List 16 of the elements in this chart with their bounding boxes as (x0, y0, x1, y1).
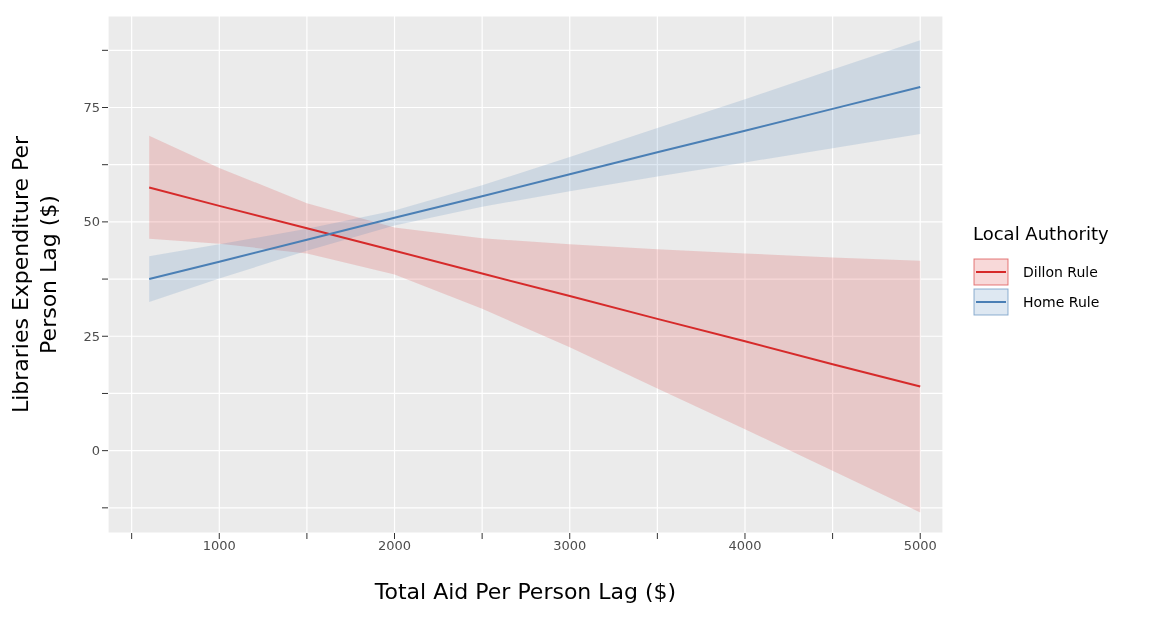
y-tick-label: 75 (83, 100, 100, 116)
y-tick-label: 0 (91, 443, 100, 459)
legend-label: Dillon Rule (1023, 264, 1098, 280)
x-tick-label: 2000 (377, 538, 412, 554)
x-tick-label: 1000 (202, 538, 236, 554)
y-tick-label: 25 (83, 328, 100, 344)
line-series (148, 85, 922, 281)
legend-label: Home Rule (1023, 294, 1100, 310)
x-tick-label: 3000 (553, 538, 587, 554)
x-tick-label: 4000 (728, 538, 762, 554)
legend-title: Local Authority (973, 223, 1110, 244)
line-series (148, 186, 922, 388)
x-axis-title: Total Aid Per Person Lag ($) (373, 579, 677, 604)
y-tick-label: 50 (83, 214, 100, 230)
y-axis-title: Libraries Expenditure Per Person Lag ($) (8, 134, 61, 414)
x-tick-label: 5000 (903, 538, 937, 554)
